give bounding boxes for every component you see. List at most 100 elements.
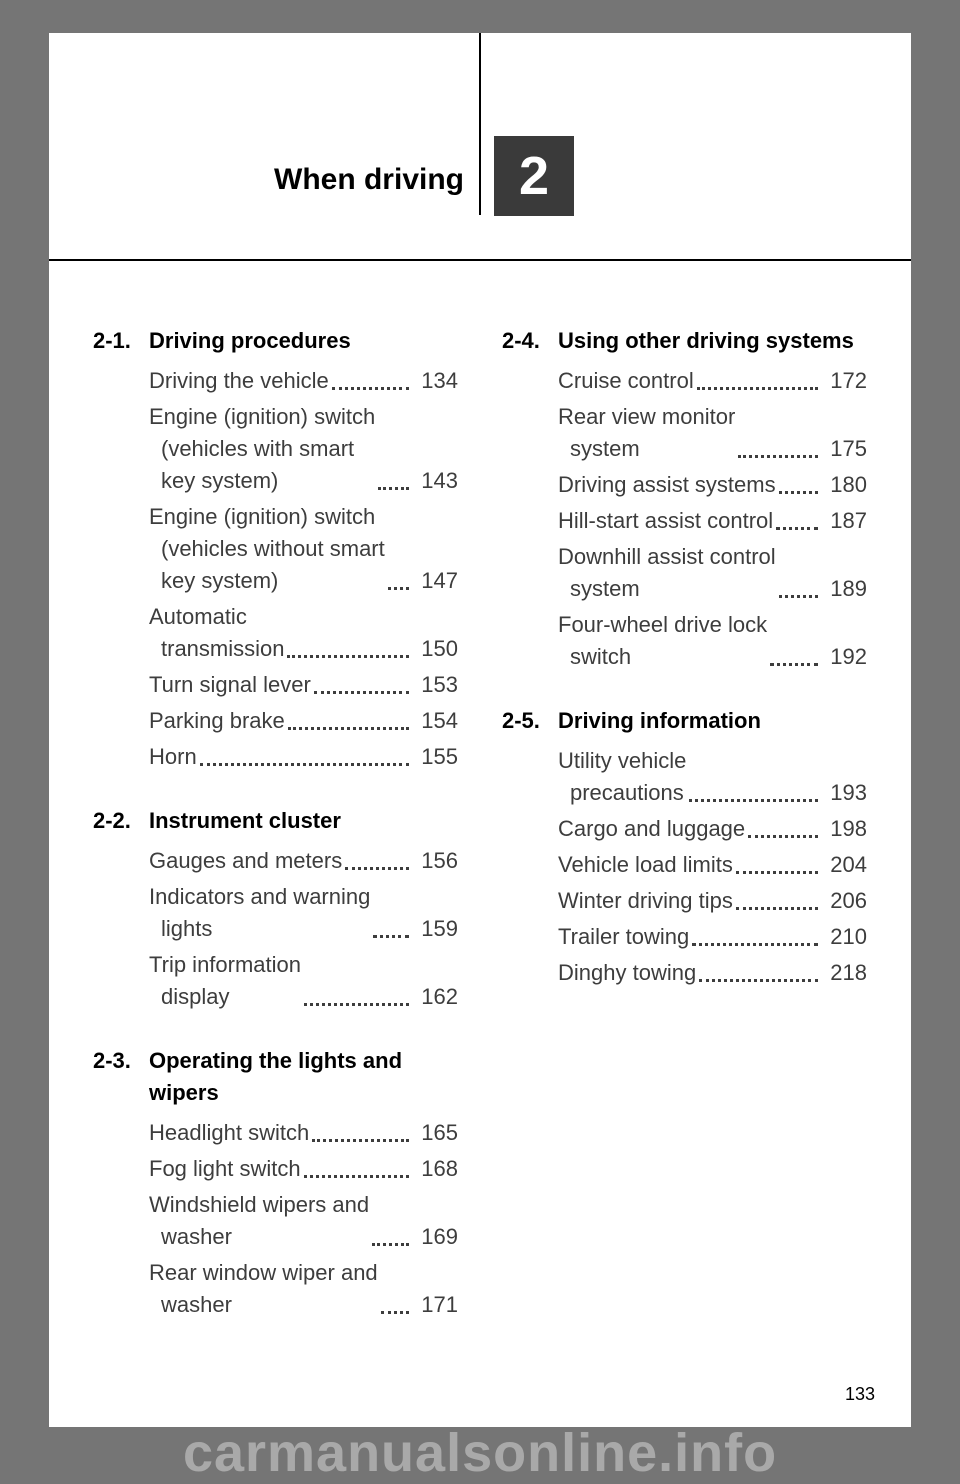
toc-entry-page: 172 — [821, 365, 867, 397]
toc-entry-label: Driving assist systems — [558, 469, 776, 501]
toc-leader-dots — [304, 1003, 409, 1006]
toc-entry-page: 187 — [821, 505, 867, 537]
toc-entry: Fog light switch 168 — [149, 1153, 458, 1185]
toc-leader-dots — [388, 587, 409, 590]
toc-entry-label: Fog light switch — [149, 1153, 301, 1185]
toc-entry-label: Headlight switch — [149, 1117, 309, 1149]
toc-section-heading: 2-3.Operating the lights and wipers — [93, 1045, 458, 1109]
page-number: 133 — [845, 1384, 875, 1405]
toc-leader-dots — [738, 455, 818, 458]
toc-leader-dots — [373, 935, 409, 938]
toc-entry-page: 150 — [412, 633, 458, 665]
toc-entry: Engine (ignition) switch(vehicles withou… — [149, 501, 458, 597]
toc-leader-dots — [779, 595, 818, 598]
toc-entry-label: Automatictransmission — [149, 601, 284, 665]
toc-leader-dots — [312, 1139, 409, 1142]
toc-leader-dots — [697, 387, 818, 390]
header-horizontal-rule — [49, 259, 911, 261]
toc-section: 2-1.Driving procedures Driving the vehicl… — [93, 325, 458, 773]
toc-column-right: 2-4.Using other driving systems Cruise co… — [480, 325, 867, 1353]
toc-section-title: Instrument cluster — [149, 805, 458, 837]
toc-section-heading: 2-1.Driving procedures — [93, 325, 458, 357]
toc-entry: Automatictransmission 150 — [149, 601, 458, 665]
toc-entry: Gauges and meters156 — [149, 845, 458, 877]
toc-entry-page: 171 — [412, 1289, 458, 1321]
toc-entry: Engine (ignition) switch(vehicles with s… — [149, 401, 458, 497]
toc-entry-label: Trip informationdisplay — [149, 949, 301, 1013]
watermark-text: carmanualsonline.info — [0, 1422, 960, 1484]
toc-section: 2-5.Driving information Utility vehiclepr… — [502, 705, 867, 989]
toc-leader-dots — [332, 387, 409, 390]
toc-entry-label: Rear view monitorsystem — [558, 401, 735, 465]
toc-section: 2-4.Using other driving systems Cruise co… — [502, 325, 867, 673]
toc-entry-label: Driving the vehicle — [149, 365, 329, 397]
toc-leader-dots — [736, 871, 818, 874]
toc-entry-page: 193 — [821, 777, 867, 809]
toc-entry: Windshield wipers andwasher 169 — [149, 1189, 458, 1253]
toc-entry: Utility vehicleprecautions 193 — [558, 745, 867, 809]
toc-entry: Cruise control 172 — [558, 365, 867, 397]
toc-columns: 2-1.Driving procedures Driving the vehicl… — [49, 325, 911, 1353]
toc-entry-label: Horn — [149, 741, 197, 773]
toc-entry-label: Cargo and luggage — [558, 813, 745, 845]
toc-entry: Parking brake154 — [149, 705, 458, 737]
toc-leader-dots — [776, 527, 818, 530]
toc-entry-page: 210 — [821, 921, 867, 953]
toc-section-heading: 2-5.Driving information — [502, 705, 867, 737]
toc-entry-page: 218 — [821, 957, 867, 989]
toc-section-title: Driving procedures — [149, 325, 458, 357]
chapter-header: When driving 2 — [49, 33, 911, 263]
toc-leader-dots — [345, 867, 409, 870]
toc-leader-dots — [770, 663, 818, 666]
toc-entry-label: Hill-start assist control — [558, 505, 773, 537]
toc-entry: Horn 155 — [149, 741, 458, 773]
toc-entry-label: Four-wheel drive lockswitch — [558, 609, 767, 673]
toc-entry-page: 189 — [821, 573, 867, 605]
toc-section-title: Operating the lights and wipers — [149, 1045, 458, 1109]
toc-entry-label: Utility vehicleprecautions — [558, 745, 686, 809]
toc-leader-dots — [736, 907, 818, 910]
toc-column-left: 2-1.Driving procedures Driving the vehicl… — [93, 325, 480, 1353]
toc-leader-dots — [689, 799, 818, 802]
toc-entry-page: 159 — [412, 913, 458, 945]
toc-entry: Trip informationdisplay 162 — [149, 949, 458, 1013]
toc-entry: Cargo and luggage198 — [558, 813, 867, 845]
toc-section-number: 2-5. — [502, 705, 558, 737]
toc-entry-label: Engine (ignition) switch(vehicles withou… — [149, 501, 385, 597]
toc-entry: Hill-start assist control 187 — [558, 505, 867, 537]
toc-entry-label: Winter driving tips — [558, 885, 733, 917]
toc-entry-page: 156 — [412, 845, 458, 877]
toc-entry-label: Engine (ignition) switch(vehicles with s… — [149, 401, 375, 497]
toc-entry-page: 204 — [821, 849, 867, 881]
toc-entry-label: Indicators and warninglights — [149, 881, 370, 945]
toc-entry-label: Windshield wipers andwasher — [149, 1189, 369, 1253]
toc-entry-page: 206 — [821, 885, 867, 917]
toc-section-heading: 2-4.Using other driving systems — [502, 325, 867, 357]
toc-entry: Driving assist systems180 — [558, 469, 867, 501]
toc-entry-label: Trailer towing — [558, 921, 689, 953]
toc-entry-label: Cruise control — [558, 365, 694, 397]
chapter-title: When driving — [49, 163, 464, 197]
toc-entry-page: 168 — [412, 1153, 458, 1185]
toc-entry-page: 165 — [412, 1117, 458, 1149]
toc-leader-dots — [287, 655, 409, 658]
toc-leader-dots — [748, 835, 818, 838]
toc-leader-dots — [304, 1175, 409, 1178]
toc-entry: Dinghy towing218 — [558, 957, 867, 989]
chapter-number-box: 2 — [494, 136, 574, 216]
toc-entry-page: 169 — [412, 1221, 458, 1253]
toc-entry: Turn signal lever153 — [149, 669, 458, 701]
toc-section-number: 2-3. — [93, 1045, 149, 1109]
toc-entry-label: Rear window wiper andwasher — [149, 1257, 378, 1321]
toc-entry-page: 147 — [412, 565, 458, 597]
toc-entry: Rear window wiper andwasher 171 — [149, 1257, 458, 1321]
toc-leader-dots — [200, 763, 409, 766]
toc-entry-label: Downhill assist controlsystem — [558, 541, 776, 605]
toc-leader-dots — [288, 727, 409, 730]
toc-section: 2-2.Instrument cluster Gauges and meters1… — [93, 805, 458, 1013]
toc-entry: Vehicle load limits204 — [558, 849, 867, 881]
toc-entry-page: 155 — [412, 741, 458, 773]
toc-section-number: 2-2. — [93, 805, 149, 837]
toc-entry-page: 162 — [412, 981, 458, 1013]
header-vertical-rule — [479, 33, 481, 215]
